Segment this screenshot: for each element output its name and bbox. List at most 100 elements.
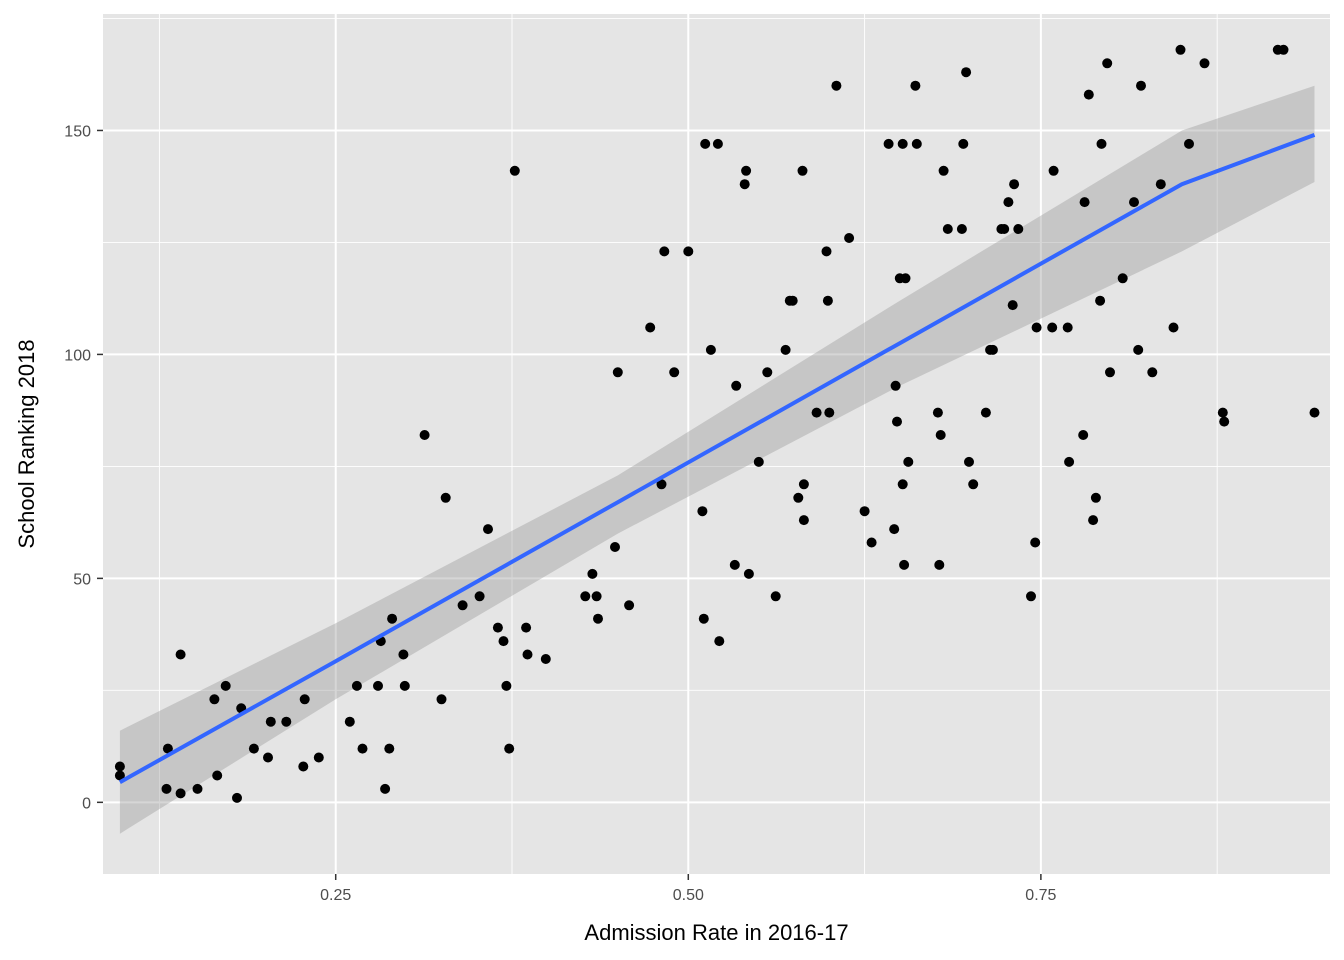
- data-point: [265, 716, 276, 727]
- data-point: [1147, 367, 1158, 378]
- data-point: [883, 138, 894, 149]
- data-point: [1083, 89, 1094, 100]
- data-point: [932, 407, 943, 418]
- data-point: [712, 138, 723, 149]
- data-point: [753, 456, 764, 467]
- data-point: [714, 636, 725, 647]
- data-point: [787, 295, 798, 306]
- data-point: [398, 649, 409, 660]
- data-point: [956, 224, 967, 234]
- data-point: [1105, 367, 1115, 378]
- data-point: [844, 233, 855, 243]
- data-point: [1078, 430, 1089, 440]
- data-point: [811, 407, 822, 418]
- data-point: [612, 367, 623, 378]
- minor-gridlines: [103, 14, 1330, 874]
- data-point: [501, 680, 512, 691]
- data-point: [419, 430, 430, 440]
- data-point: [1026, 591, 1036, 602]
- data-point: [1030, 537, 1041, 548]
- data-point: [610, 542, 620, 552]
- data-point: [942, 224, 953, 234]
- data-point: [1064, 456, 1075, 467]
- data-point: [780, 344, 791, 355]
- data-point: [892, 416, 902, 427]
- data-point: [899, 559, 910, 570]
- y-tick-label: 50: [73, 571, 91, 588]
- data-point: [387, 613, 398, 624]
- data-point: [232, 792, 242, 803]
- data-point: [705, 344, 716, 355]
- data-point: [821, 246, 832, 257]
- data-point: [263, 752, 273, 763]
- data-point: [474, 591, 485, 602]
- data-point: [911, 138, 922, 149]
- data-point: [1062, 322, 1073, 333]
- data-point: [964, 456, 974, 467]
- y-tick-label: 100: [64, 347, 91, 364]
- data-point: [212, 770, 223, 781]
- data-point: [522, 649, 533, 660]
- data-point: [624, 600, 635, 611]
- data-point: [1175, 44, 1186, 55]
- data-point: [1102, 58, 1113, 69]
- data-point: [798, 479, 809, 490]
- confidence-ribbon: [119, 85, 1315, 834]
- data-point: [1217, 407, 1228, 418]
- data-point: [357, 743, 368, 754]
- x-tick-label: 0.25: [320, 887, 351, 904]
- data-point: [934, 559, 945, 570]
- data-point: [1184, 138, 1194, 149]
- data-point: [540, 654, 551, 664]
- data-point: [380, 783, 391, 794]
- data-point: [938, 165, 949, 176]
- regression-line: [118, 133, 1316, 784]
- data-point: [1133, 344, 1144, 355]
- data-point: [498, 636, 509, 647]
- data-point: [162, 743, 173, 754]
- data-point: [1168, 322, 1179, 333]
- data-point: [866, 537, 877, 548]
- data-point: [1013, 224, 1024, 234]
- data-point: [114, 761, 125, 772]
- x-tick-label: 0.50: [673, 887, 704, 904]
- data-point: [1079, 197, 1090, 208]
- data-point: [961, 67, 972, 78]
- data-point: [903, 456, 914, 467]
- data-point: [1309, 407, 1320, 418]
- data-point: [958, 138, 969, 149]
- data-point: [384, 743, 395, 754]
- data-point: [1047, 322, 1058, 333]
- data-point: [351, 680, 362, 691]
- data-point: [492, 622, 503, 633]
- data-point: [1088, 515, 1099, 526]
- data-point: [700, 138, 711, 149]
- data-point: [1117, 273, 1128, 284]
- data-point: [161, 783, 172, 794]
- data-point: [656, 479, 667, 490]
- data-point: [593, 613, 603, 624]
- data-point: [743, 568, 754, 579]
- data-point: [248, 743, 259, 754]
- data-point: [741, 165, 752, 176]
- data-points: [114, 44, 1320, 803]
- data-point: [1096, 138, 1107, 149]
- data-point: [645, 322, 656, 333]
- data-point: [731, 380, 742, 391]
- data-point: [483, 524, 493, 535]
- data-point: [1129, 197, 1139, 208]
- data-point: [824, 407, 835, 418]
- data-point: [436, 694, 447, 705]
- data-point: [298, 761, 309, 772]
- data-point: [175, 788, 186, 799]
- data-point: [793, 492, 804, 503]
- data-point: [980, 407, 991, 418]
- data-point: [1136, 80, 1146, 91]
- data-point: [509, 165, 520, 176]
- data-point: [1278, 44, 1289, 55]
- y-tick-label: 150: [64, 123, 91, 140]
- data-point: [114, 770, 125, 781]
- y-tick-label: 0: [82, 795, 91, 812]
- data-point: [1009, 179, 1020, 190]
- data-point: [1048, 165, 1059, 176]
